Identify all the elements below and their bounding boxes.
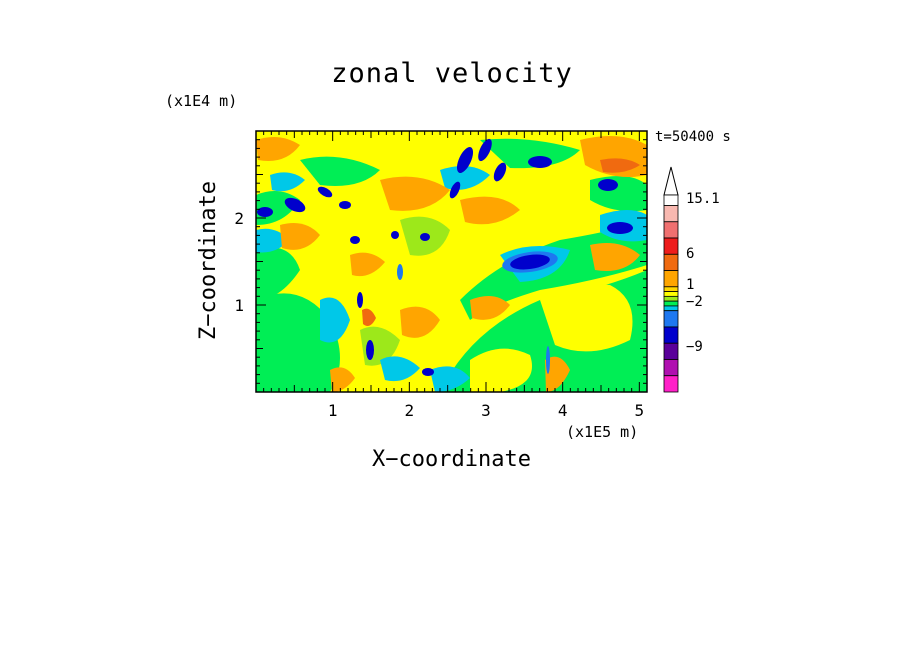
x-tick-label: 3 [481, 401, 491, 420]
contour-field [256, 131, 647, 392]
colorbar-label: −2 [686, 294, 703, 310]
x-tick-label: 2 [405, 401, 415, 420]
colorbar-swatch [663, 291, 679, 297]
colorbar-swatch [663, 221, 679, 239]
colorbar: 15.1 6 1−2 −9 [663, 166, 720, 393]
colorbar-label: 1 [686, 277, 694, 293]
x-axis-unit: (x1E5 m) [566, 423, 639, 441]
colorbar-swatch [663, 270, 679, 288]
y-axis-unit: (x1E4 m) [165, 92, 238, 110]
colorbar-swatch [663, 205, 679, 223]
x-tick-label: 5 [635, 401, 645, 420]
time-label: t=50400 s [655, 129, 731, 145]
colorbar-cap [663, 166, 679, 196]
x-axis-label: X−coordinate [372, 447, 531, 472]
colorbar-swatch [663, 305, 679, 312]
colorbar-label: 6 [686, 246, 694, 262]
colorbar-swatch [663, 253, 679, 271]
chart-title: zonal velocity [331, 58, 573, 89]
colorbar-swatch [663, 286, 679, 292]
colorbar-swatch [663, 326, 679, 344]
colorbar-swatch [663, 194, 679, 206]
y-tick-label: 1 [234, 296, 244, 315]
colorbar-label: −9 [686, 339, 703, 355]
x-tick-label: 4 [558, 401, 568, 420]
tick-labels: 1 2 3 4 5 1 2 [234, 209, 644, 420]
x-tick-label: 1 [328, 401, 338, 420]
colorbar-swatch [663, 300, 679, 307]
colorbar-label: 15.1 [686, 191, 720, 207]
colorbar-swatch [663, 342, 679, 360]
colorbar-swatch [663, 295, 679, 302]
y-tick-label: 2 [234, 209, 244, 228]
colorbar-swatch [663, 310, 679, 328]
colorbar-swatch [663, 237, 679, 255]
colorbar-swatch [663, 375, 679, 393]
colorbar-swatch [663, 359, 679, 377]
axis-ticks [256, 131, 647, 392]
